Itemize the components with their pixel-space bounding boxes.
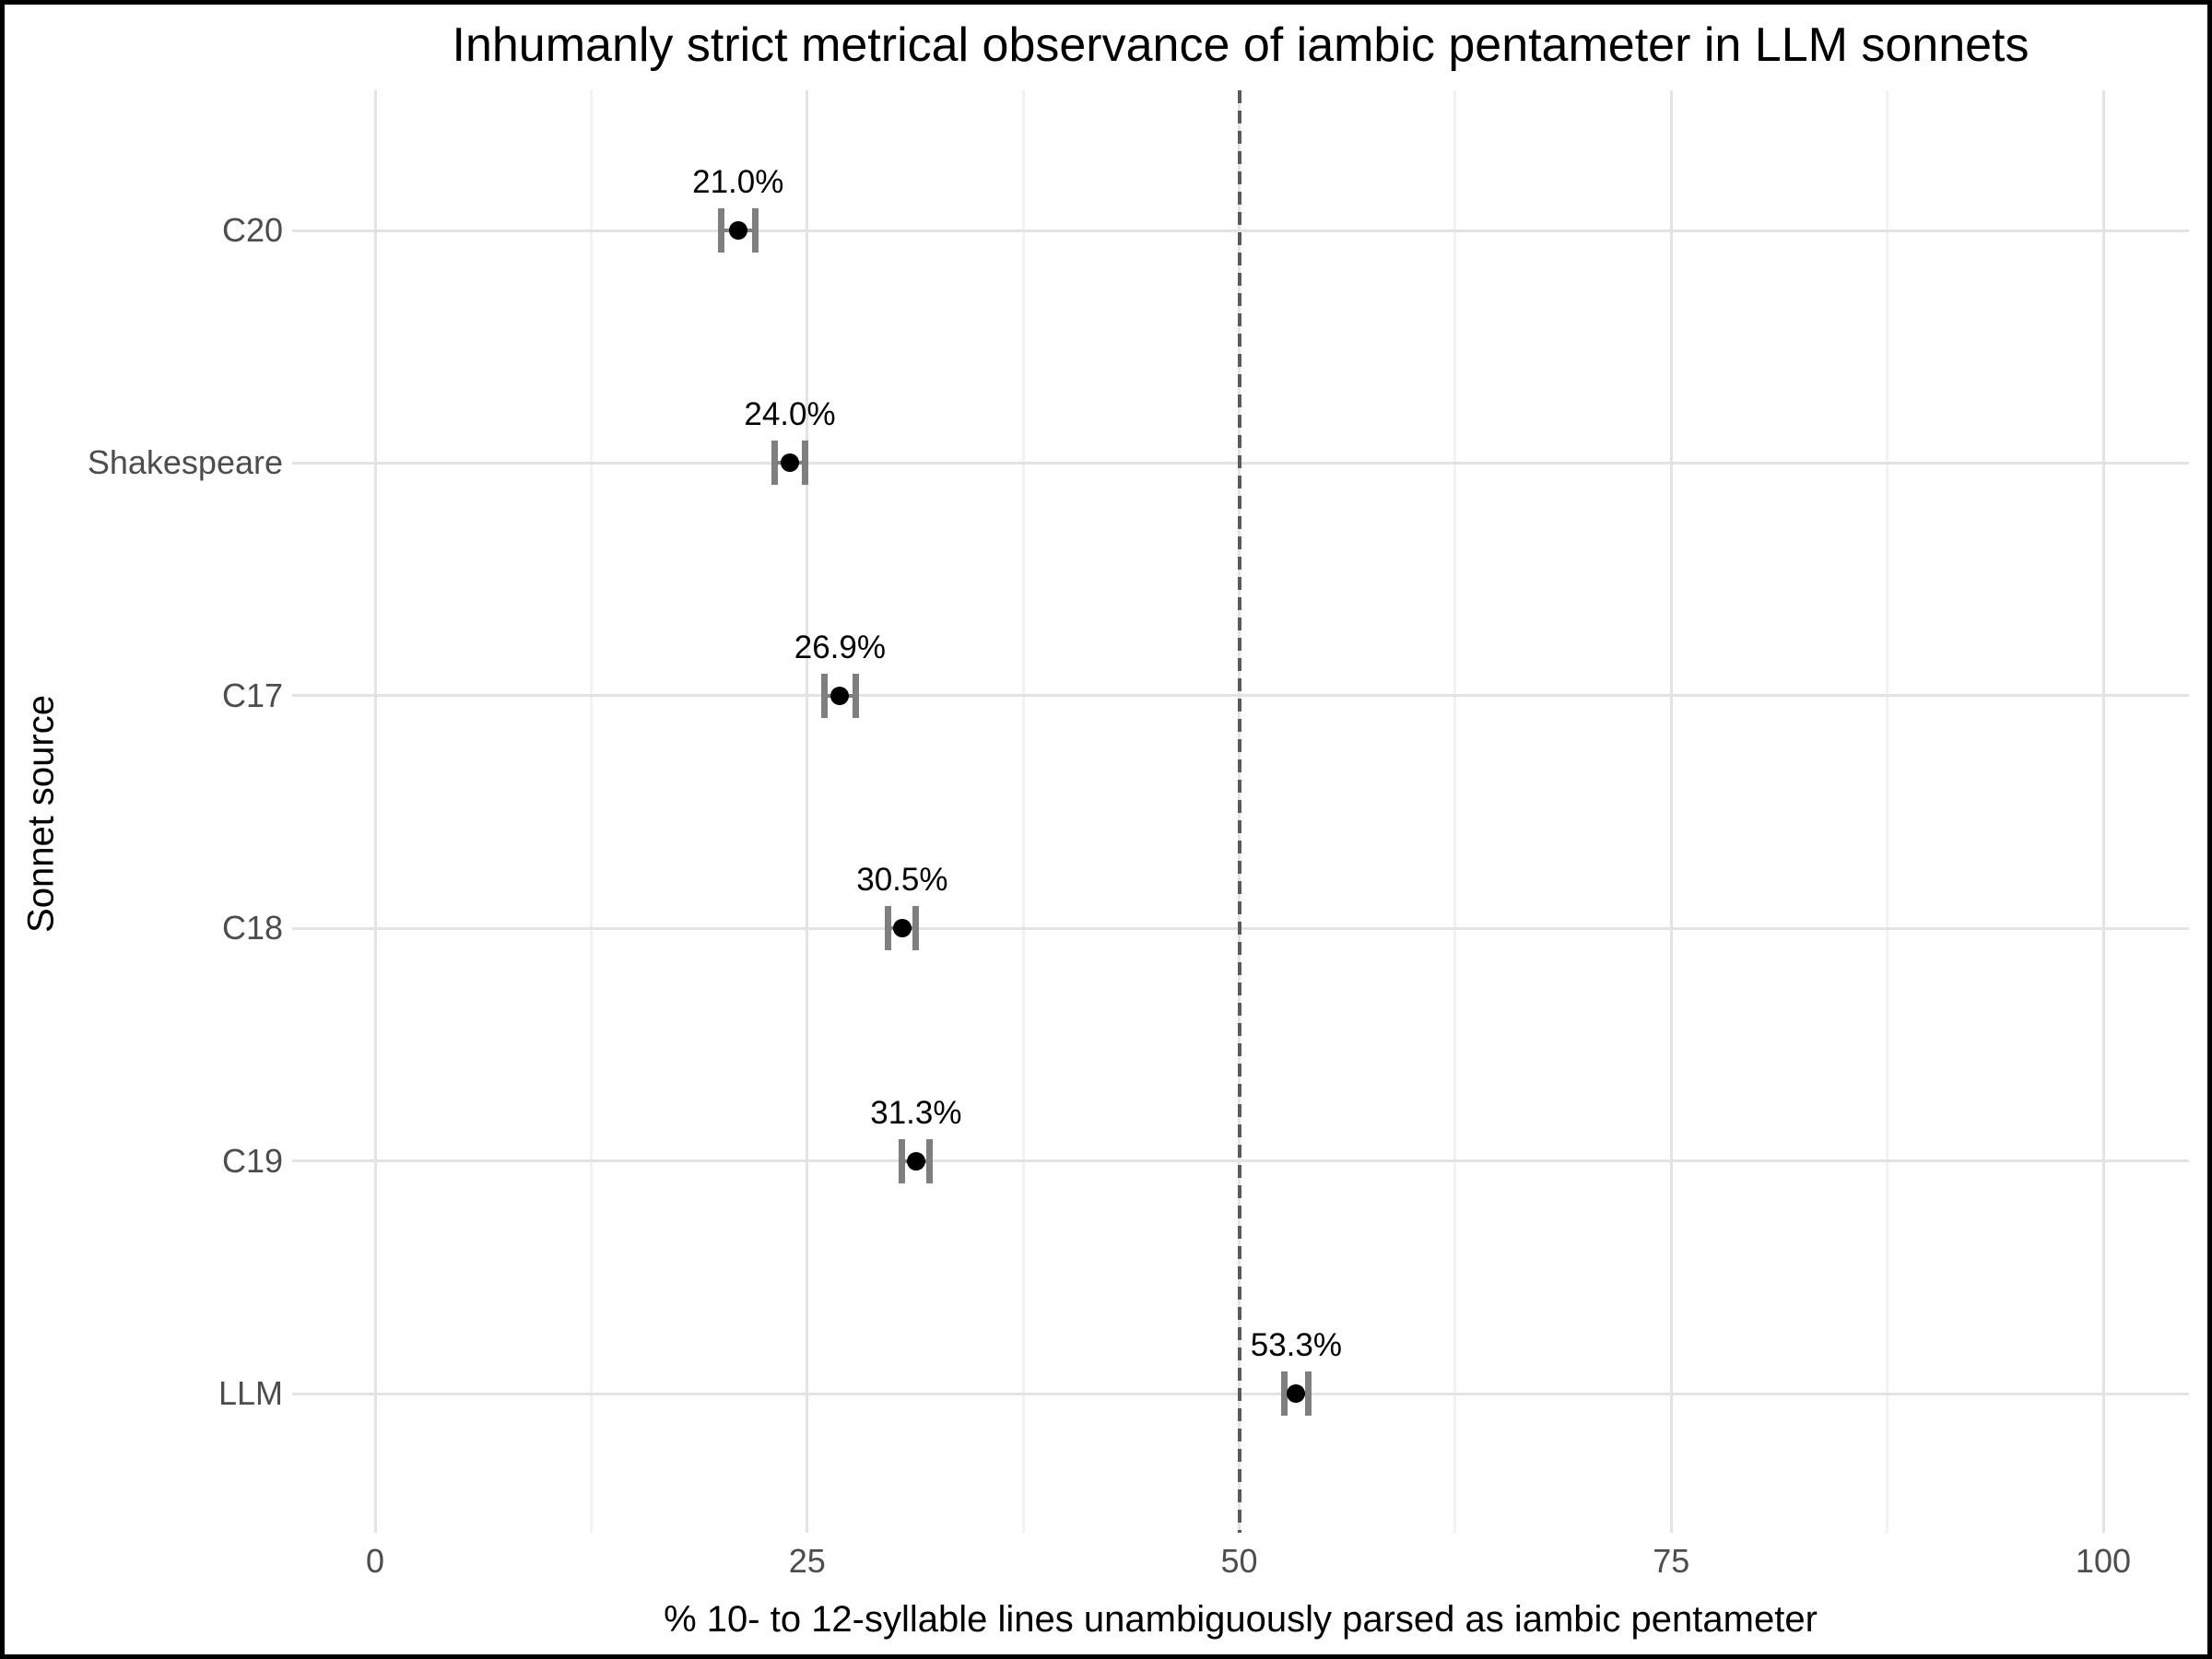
chart-title: Inhumanly strict metrical observance of … <box>452 18 2030 72</box>
reference-dashed-line <box>1237 90 1241 1533</box>
errorbar-cap-right <box>802 441 809 486</box>
x-grid-major-line <box>2101 90 2105 1533</box>
data-point <box>1287 1384 1306 1403</box>
value-label: 24.0% <box>744 396 836 433</box>
y-axis-tick-label: C18 <box>221 909 283 947</box>
y-axis-tick-label: C17 <box>221 676 283 714</box>
errorbar-cap-left <box>717 208 724 253</box>
y-axis-tick-label: LLM <box>218 1374 283 1412</box>
x-axis-tick-label: 50 <box>1220 1542 1258 1580</box>
x-grid-minor-line <box>1021 90 1025 1533</box>
errorbar-cap-left <box>771 441 778 486</box>
data-point <box>728 221 747 240</box>
data-point <box>830 686 850 705</box>
x-axis-tick-label: 25 <box>788 1542 826 1580</box>
y-axis-tick-label: C19 <box>221 1141 283 1180</box>
plot-panel: 21.0% 24.0% 26.9% 30.5% 31.3% 53.3% <box>292 90 2189 1533</box>
errorbar-cap-left <box>899 1138 906 1183</box>
x-grid-major-line <box>373 90 377 1533</box>
x-axis-tick-label: 100 <box>2075 1542 2132 1580</box>
errorbar-cap-right <box>852 673 859 718</box>
x-grid-major-line <box>1669 90 1673 1533</box>
y-axis-title: Sonnet source <box>20 695 62 933</box>
y-axis-tick-label: Shakespeare <box>87 443 283 482</box>
figure: Inhumanly strict metrical observance of … <box>5 5 2207 1654</box>
value-label: 31.3% <box>870 1094 962 1131</box>
x-axis-tick-label: 0 <box>365 1542 385 1580</box>
errorbar-cap-right <box>926 1138 934 1183</box>
value-label: 30.5% <box>856 862 948 899</box>
data-point <box>906 1151 925 1171</box>
x-axis-tick-label: 75 <box>1653 1542 1690 1580</box>
errorbar-cap-right <box>1305 1371 1312 1416</box>
x-grid-major-line <box>806 90 809 1533</box>
value-label: 21.0% <box>692 164 784 200</box>
errorbar-cap-left <box>821 673 828 718</box>
x-grid-minor-line <box>1886 90 1889 1533</box>
data-point <box>781 453 799 473</box>
errorbar-cap-right <box>912 906 920 951</box>
x-axis-title: % 10- to 12-syllable lines unambiguously… <box>664 1599 1818 1640</box>
data-point <box>892 919 912 938</box>
x-grid-minor-line <box>589 90 593 1533</box>
errorbar-cap-right <box>752 208 759 253</box>
y-axis-tick-label: C20 <box>221 211 283 249</box>
value-label: 53.3% <box>1250 1327 1342 1363</box>
errorbar-cap-left <box>1280 1371 1288 1416</box>
value-label: 26.9% <box>794 629 886 665</box>
x-grid-minor-line <box>1453 90 1457 1533</box>
errorbar-cap-left <box>885 906 892 951</box>
